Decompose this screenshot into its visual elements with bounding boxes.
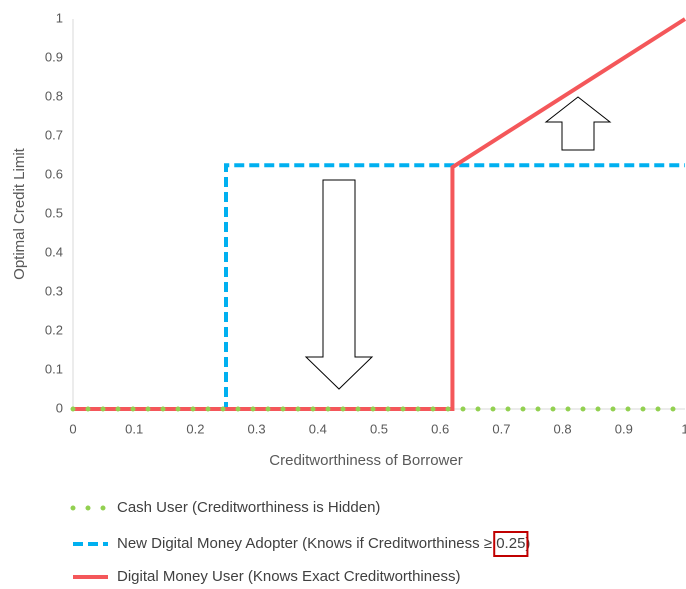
series-line [73, 17, 686, 411]
y-tick-label: 1 [56, 10, 63, 25]
y-tick-label: 0.8 [45, 88, 63, 103]
y-tick-label: 0.5 [45, 205, 63, 220]
y-tick-label: 0.7 [45, 127, 63, 142]
up-arrow [544, 96, 612, 151]
legend-label: Cash User (Creditworthiness is Hidden) [117, 499, 380, 516]
x-tick-label: 0.7 [492, 421, 510, 436]
y-tick-label: 0.1 [45, 361, 63, 376]
y-tick-label: 0.9 [45, 49, 63, 64]
x-tick-label: 0.4 [309, 421, 327, 436]
series-line [73, 163, 685, 411]
x-tick-label: 1 [681, 421, 686, 436]
x-tick-label: 0.9 [615, 421, 633, 436]
x-axis-title: Creditworthiness of Borrower [269, 452, 462, 469]
x-tick-label: 0.3 [248, 421, 266, 436]
y-tick-label: 0.4 [45, 244, 63, 259]
highlight-box [493, 531, 529, 557]
y-tick-label: 0.3 [45, 283, 63, 298]
x-tick-label: 0.5 [370, 421, 388, 436]
x-tick-label: 0.8 [554, 421, 572, 436]
y-axis-title: Optimal Credit Limit [11, 147, 28, 280]
x-tick-label: 0 [69, 421, 76, 436]
x-tick-label: 0.1 [125, 421, 143, 436]
y-tick-label: 0.6 [45, 166, 63, 181]
down-arrow [304, 179, 374, 390]
x-tick-label: 0.2 [186, 421, 204, 436]
arrows [304, 96, 612, 390]
y-tick-label: 0 [56, 400, 63, 415]
y-tick-label: 0.2 [45, 322, 63, 337]
legend-label: New Digital Money Adopter (Knows if Cred… [117, 535, 530, 552]
x-tick-label: 0.6 [431, 421, 449, 436]
legend-label: Digital Money User (Knows Exact Creditwo… [117, 568, 460, 585]
